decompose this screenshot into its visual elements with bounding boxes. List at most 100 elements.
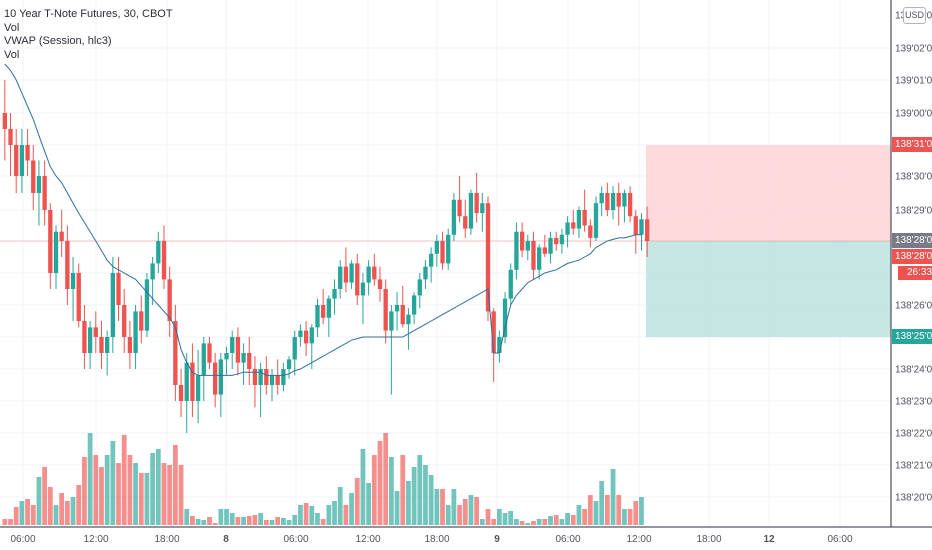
volume-bar xyxy=(508,511,514,525)
candle-body xyxy=(332,289,337,299)
volume-bar xyxy=(610,469,616,525)
legend-volume[interactable]: Vol xyxy=(4,21,20,34)
candle-body xyxy=(212,362,218,395)
candle-body xyxy=(275,375,280,385)
volume-bar xyxy=(298,505,303,525)
volume-bar xyxy=(13,507,19,525)
candle-body xyxy=(235,337,241,363)
candle-body xyxy=(360,282,366,296)
candle-body xyxy=(531,241,536,270)
volume-bar xyxy=(360,449,366,525)
candle-body xyxy=(457,199,462,217)
candle-body xyxy=(224,353,229,360)
candle-body xyxy=(605,193,610,210)
candle-body xyxy=(400,305,405,325)
candle-body xyxy=(241,353,246,363)
volume-bar xyxy=(593,501,599,525)
time-axis-label: 12 xyxy=(763,534,775,545)
candle-body xyxy=(258,369,263,385)
volume-bar xyxy=(440,489,445,525)
time-axis-label: 9 xyxy=(494,534,500,545)
candle-body xyxy=(48,210,53,273)
stop-loss-zone[interactable] xyxy=(646,145,891,241)
candle-body xyxy=(338,266,343,289)
candle-body xyxy=(65,241,70,289)
candle-body xyxy=(389,311,394,331)
volume-bar xyxy=(315,513,320,525)
volume-bar xyxy=(235,517,241,525)
volume-bar xyxy=(64,501,70,525)
volume-bar xyxy=(19,501,25,525)
volume-bar xyxy=(519,521,525,525)
symbol-title[interactable]: 10 Year T-Note Futures, 30, CBOT xyxy=(4,8,173,20)
candle-body xyxy=(406,314,411,325)
volume-bar xyxy=(59,493,65,525)
volume-bar xyxy=(241,517,246,525)
volume-bar xyxy=(457,505,462,525)
candle-body xyxy=(343,266,349,283)
time-axis-label: 06:00 xyxy=(827,534,852,545)
volume-bar xyxy=(138,473,144,525)
candle-body xyxy=(161,241,167,280)
time-axis-label: 18:00 xyxy=(154,534,179,545)
volume-bar xyxy=(559,519,565,525)
volume-bar xyxy=(451,489,457,525)
volume-bar xyxy=(525,523,531,525)
volume-bar xyxy=(536,519,542,525)
candle-body xyxy=(252,369,258,385)
candle-body xyxy=(480,203,485,214)
candle-body xyxy=(576,210,582,229)
legend-vwap[interactable]: VWAP (Session, hlc3) xyxy=(4,35,112,47)
candle-body xyxy=(366,266,371,283)
candle-body xyxy=(36,176,42,193)
volume-bar xyxy=(178,465,184,525)
price-axis-label: 138'26'0 xyxy=(895,301,932,312)
candle-body xyxy=(19,145,25,176)
candle-body xyxy=(525,241,530,251)
volume-bar xyxy=(326,505,332,525)
candle-body xyxy=(434,241,440,254)
price-axis-label: 138'30'0 xyxy=(895,172,932,183)
candle-body xyxy=(173,321,178,385)
legend-volume-2[interactable]: Vol xyxy=(4,48,20,61)
volume-bar xyxy=(150,453,156,525)
volume-bar xyxy=(218,509,224,525)
volume-bar xyxy=(622,509,627,525)
volume-bar xyxy=(576,505,582,525)
time-axis-label: 06:00 xyxy=(10,534,35,545)
volume-bar xyxy=(320,519,326,525)
candle-body xyxy=(610,193,616,210)
volume-bar xyxy=(292,515,298,525)
take-profit-zone[interactable] xyxy=(646,241,891,337)
currency-button[interactable]: USD xyxy=(903,7,926,24)
volume-bar xyxy=(604,495,610,525)
candle-body xyxy=(428,253,434,267)
time-axis-label: 18:00 xyxy=(424,534,449,545)
candle-body xyxy=(184,362,189,401)
candle-body xyxy=(627,193,633,217)
volume-bar xyxy=(133,463,138,525)
candle-body xyxy=(156,241,161,264)
volume-bar xyxy=(76,485,82,525)
candle-body xyxy=(269,375,275,385)
volume-bar xyxy=(479,519,485,525)
candle-body xyxy=(178,385,184,401)
candle-body xyxy=(122,305,127,337)
volume-bar xyxy=(582,509,588,525)
volume-bar xyxy=(172,445,178,525)
candle-body xyxy=(320,305,326,318)
volume-bar xyxy=(275,517,281,525)
volume-bar xyxy=(127,455,133,525)
volume-bar xyxy=(155,449,161,525)
volume-bar xyxy=(303,503,309,525)
candle-body xyxy=(82,321,87,353)
volume-bar xyxy=(30,505,36,525)
volume-bar xyxy=(229,513,235,525)
candle-body xyxy=(116,273,121,305)
volume-bar xyxy=(8,519,13,525)
volume-bar xyxy=(531,521,536,525)
volume-bar xyxy=(332,501,337,525)
candle-body xyxy=(87,327,93,353)
candle-body xyxy=(190,362,195,401)
